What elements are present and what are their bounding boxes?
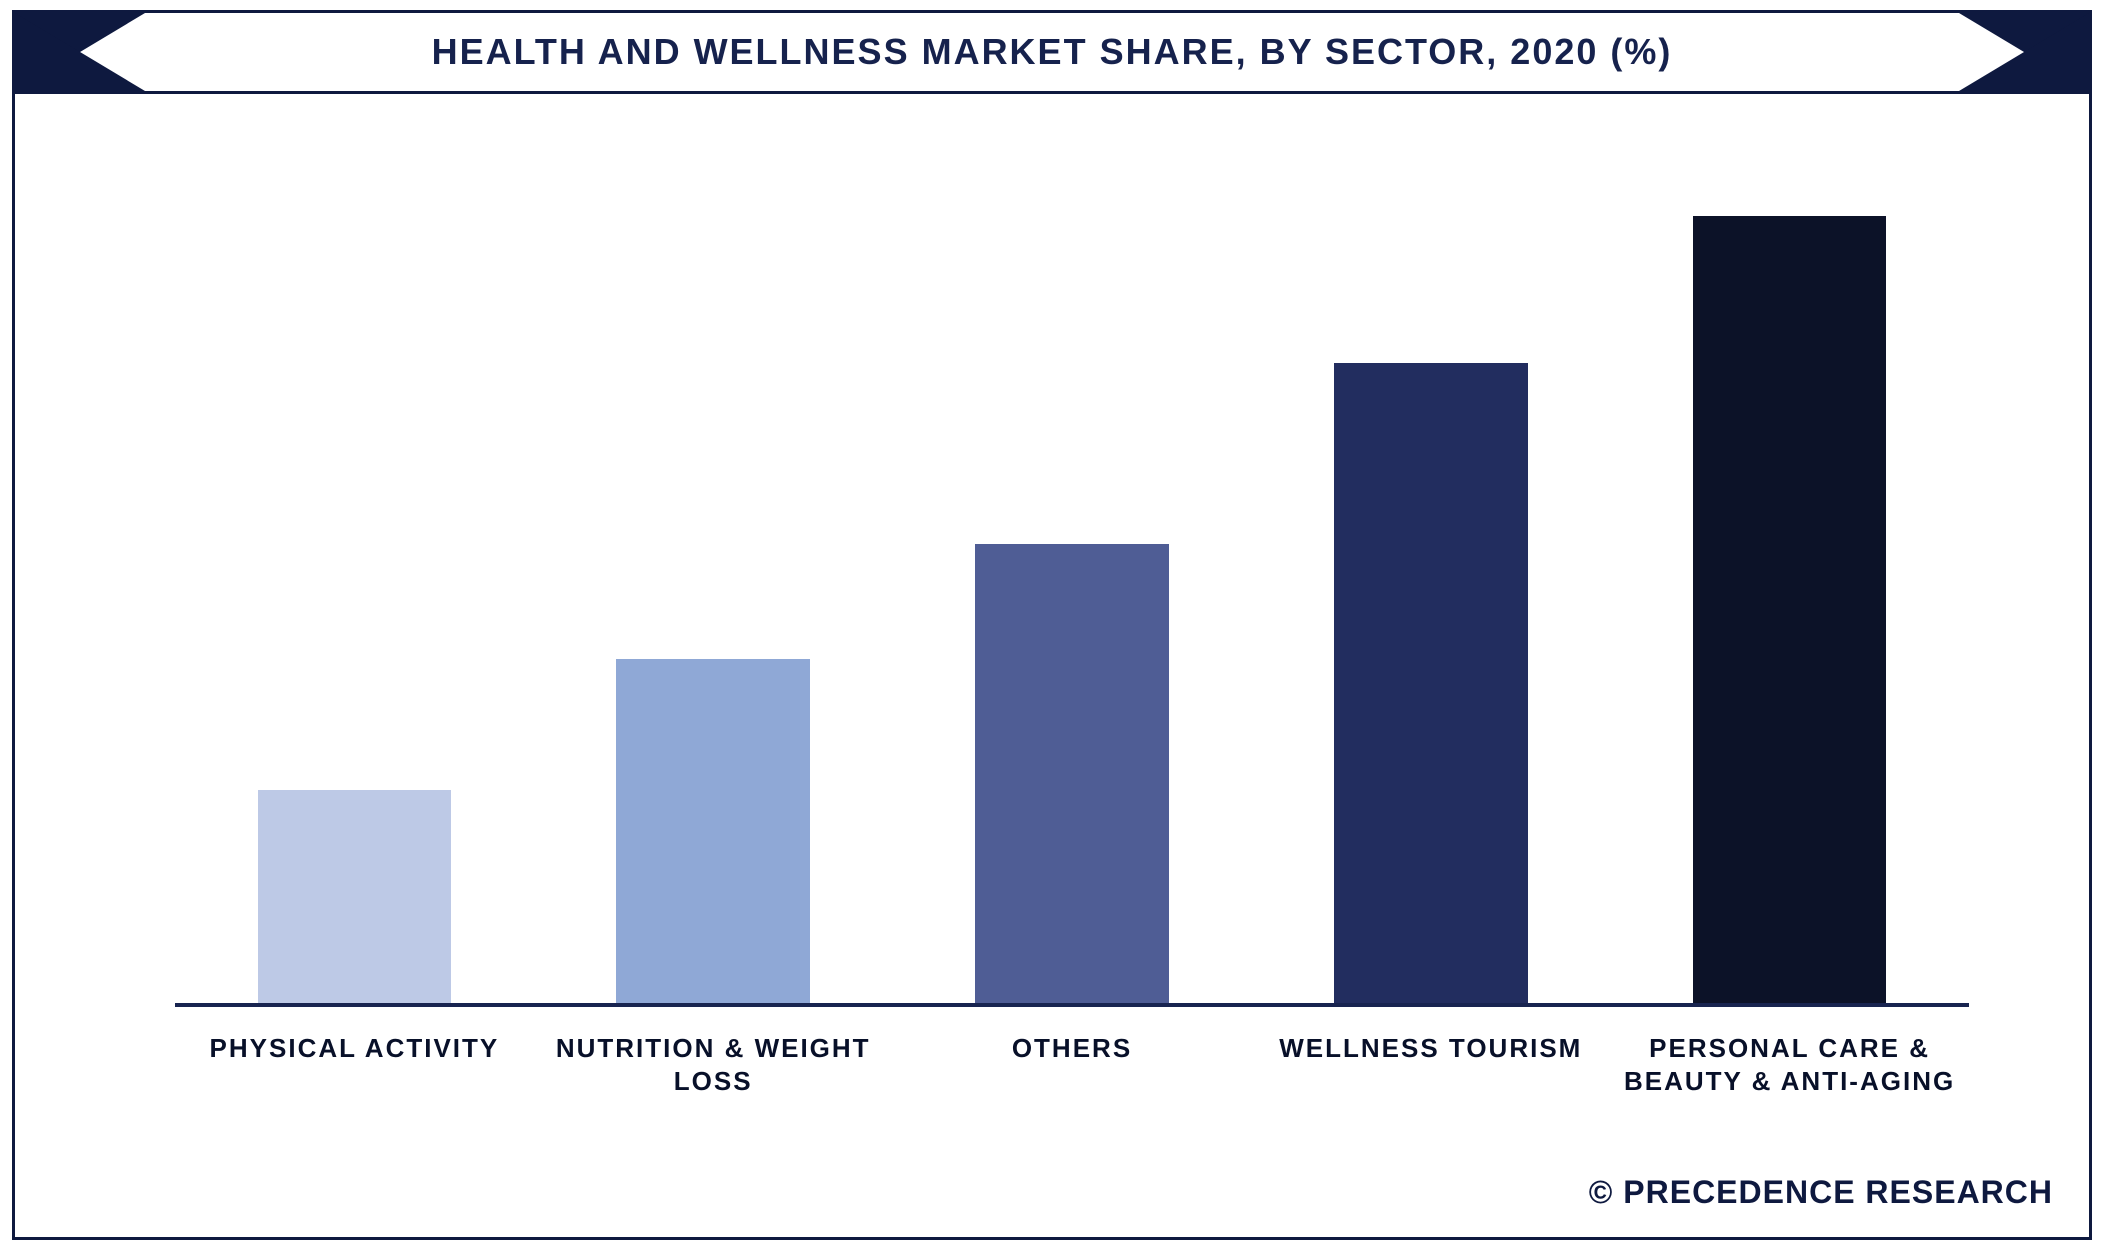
- x-axis-labels: PHYSICAL ACTIVITYNUTRITION & WEIGHT LOSS…: [175, 1032, 1969, 1097]
- bar: [258, 790, 452, 1003]
- bar-slot: [534, 183, 893, 1003]
- x-axis-label: WELLNESS TOURISM: [1251, 1032, 1610, 1097]
- bar-slot: [893, 183, 1252, 1003]
- x-axis-label: PERSONAL CARE & BEAUTY & ANTI-AGING: [1610, 1032, 1969, 1097]
- x-axis-line: [175, 1003, 1969, 1007]
- chart-plot-area: [175, 183, 1969, 1007]
- x-axis-label: OTHERS: [893, 1032, 1252, 1097]
- x-axis-label: NUTRITION & WEIGHT LOSS: [534, 1032, 893, 1097]
- bar: [1334, 363, 1528, 1003]
- corner-triangle-bottom-right-icon: [1959, 13, 2089, 91]
- title-bar: HEALTH AND WELLNESS MARKET SHARE, BY SEC…: [15, 13, 2089, 94]
- bar: [1693, 216, 1887, 1003]
- bar: [616, 659, 810, 1003]
- bar-slot: [1251, 183, 1610, 1003]
- footer-credit: © PRECEDENCE RESEARCH: [1589, 1174, 2053, 1211]
- bar-slot: [1610, 183, 1969, 1003]
- bars-row: [175, 183, 1969, 1003]
- chart-frame: HEALTH AND WELLNESS MARKET SHARE, BY SEC…: [12, 10, 2092, 1240]
- bar-slot: [175, 183, 534, 1003]
- chart-title: HEALTH AND WELLNESS MARKET SHARE, BY SEC…: [432, 31, 1673, 73]
- corner-triangle-bottom-left-icon: [15, 13, 145, 91]
- bar: [975, 544, 1169, 1003]
- x-axis-label: PHYSICAL ACTIVITY: [175, 1032, 534, 1097]
